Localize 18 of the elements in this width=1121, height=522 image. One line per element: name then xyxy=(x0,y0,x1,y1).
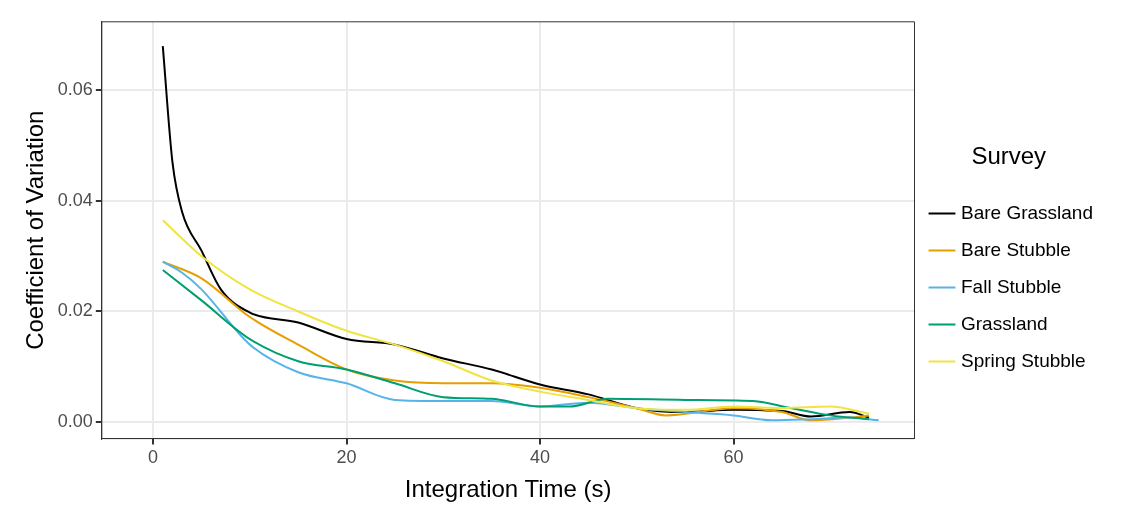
y-axis-title: Coefficient of Variation xyxy=(21,110,49,350)
legend-label: Bare Grassland xyxy=(960,201,1094,223)
x-tick-label: 60 xyxy=(723,447,744,468)
line-series xyxy=(161,45,871,419)
y-tick-label: 0.04 xyxy=(57,189,93,210)
x-tick-label: 40 xyxy=(530,447,551,468)
line-series xyxy=(161,219,871,415)
y-tick-label: 0.06 xyxy=(57,79,93,100)
y-tick-label: 0.02 xyxy=(57,300,93,321)
legend-label: Bare Stubble xyxy=(960,238,1071,260)
legend-label: Grassland xyxy=(960,312,1048,334)
x-tick-label: 20 xyxy=(336,447,357,468)
x-axis-title: Integration Time (s) xyxy=(404,475,612,503)
y-tick-label: 0.00 xyxy=(57,410,93,431)
legend-label: Spring Stubble xyxy=(960,349,1086,371)
legend-title: Survey xyxy=(971,141,1047,169)
x-tick-label: 0 xyxy=(148,447,159,468)
legend-label: Fall Stubble xyxy=(960,275,1062,297)
